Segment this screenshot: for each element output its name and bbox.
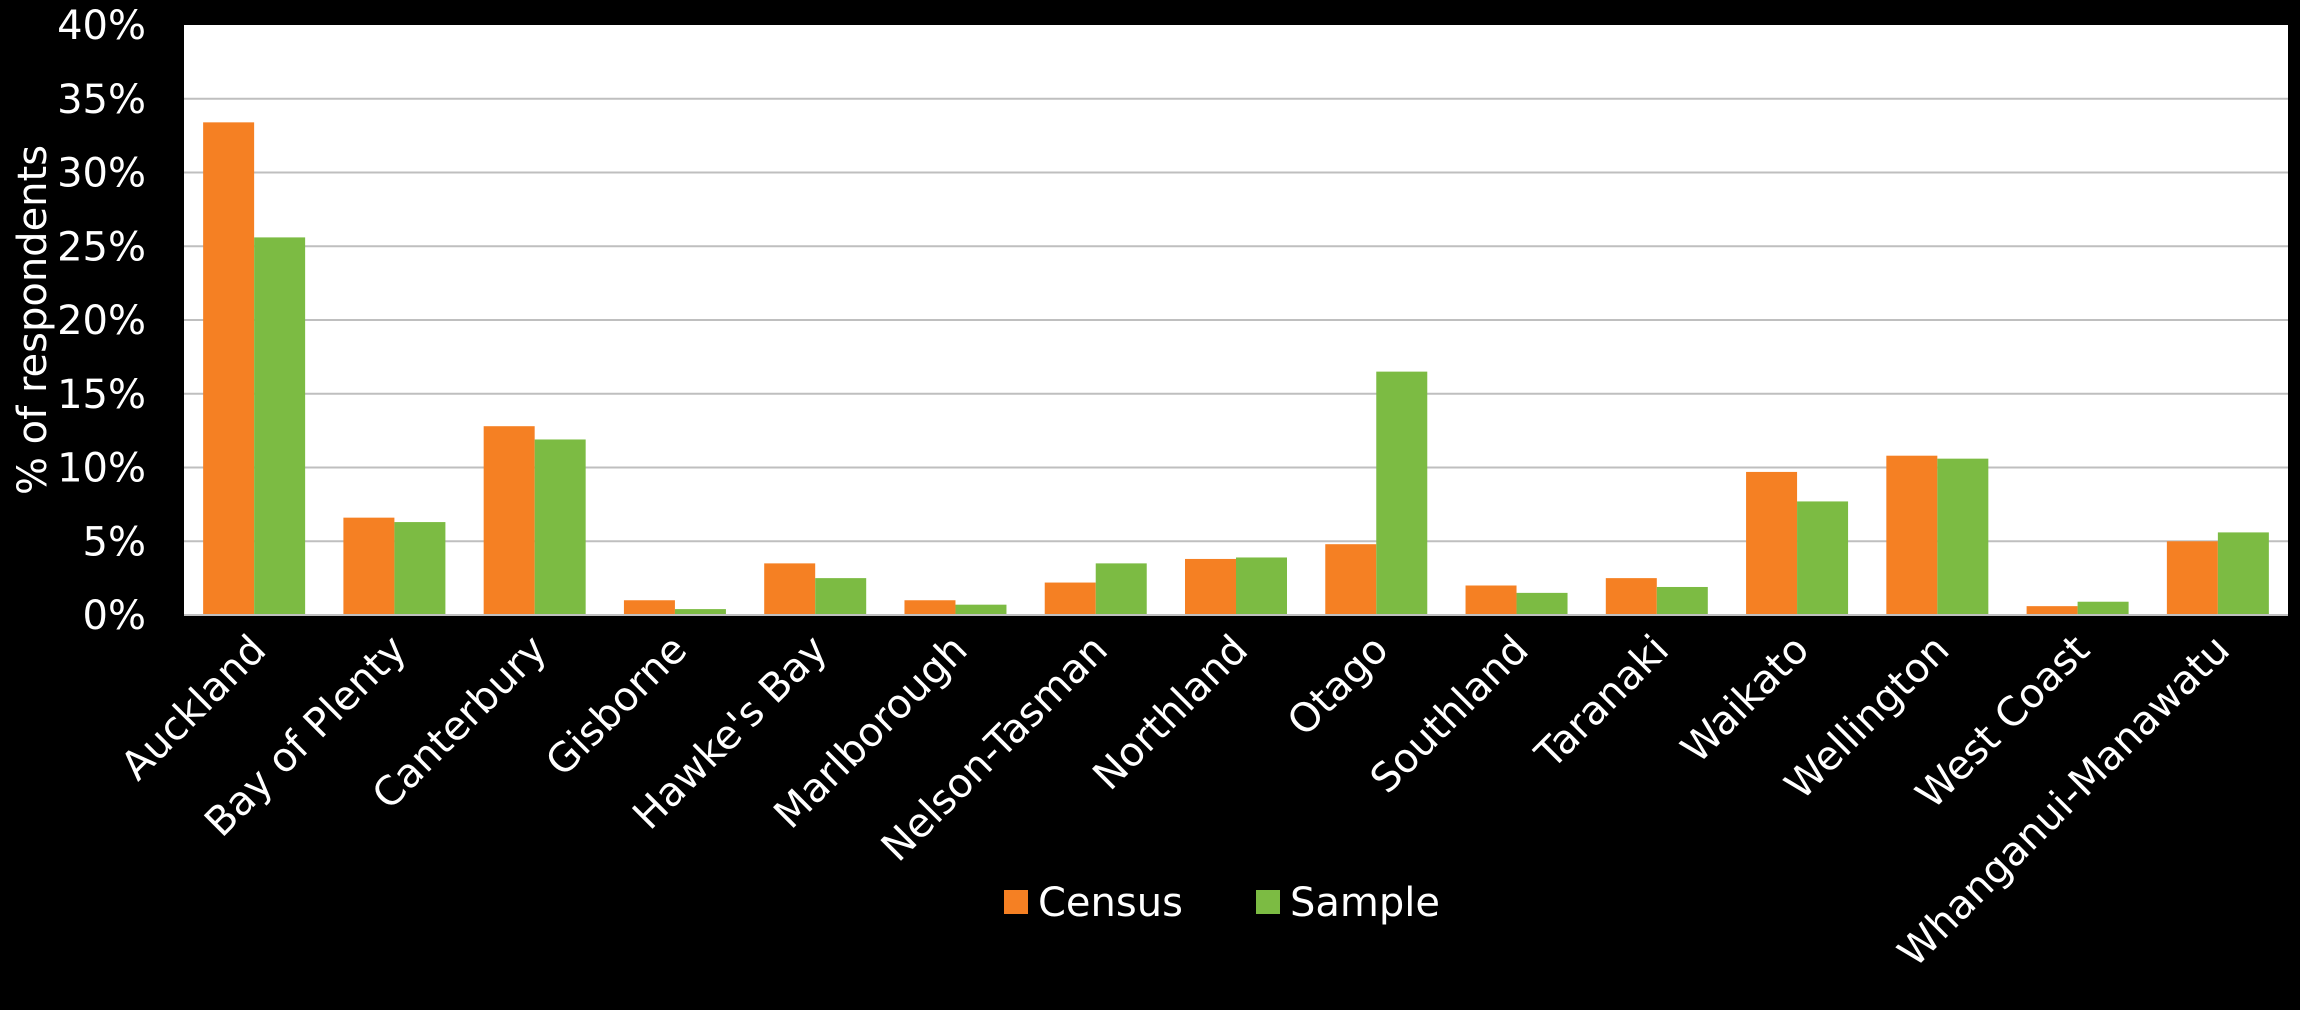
bar-census [2166,541,2218,615]
bar-sample [2217,532,2269,615]
bar-sample [1937,458,1989,615]
bar-census [2026,606,2078,615]
y-tick-label: 35% [57,77,146,123]
y-tick-label: 30% [57,151,146,197]
bar-census [1185,558,1236,615]
bar-census [904,600,956,615]
bar-census [1886,455,1938,615]
bar-sample [254,237,306,615]
y-tick-label: 0% [83,593,146,639]
bar-census [1605,578,1657,615]
bar-census [1746,471,1798,615]
bar-census [1044,582,1096,615]
bar-census [1325,544,1377,615]
bar-sample [1236,557,1287,615]
legend-label-census: Census [1038,880,1183,926]
y-tick-label: 40% [57,3,146,49]
bar-sample [1797,501,1849,615]
y-tick-label: 20% [57,298,146,344]
y-tick-label: 15% [57,372,146,418]
bar-sample [955,604,1007,615]
bar-sample [1656,586,1708,615]
bar-census [764,563,816,615]
legend-swatch-sample [1256,890,1280,914]
bar-census [343,517,395,615]
bar-census [1465,585,1517,615]
legend-label-sample: Sample [1290,880,1440,926]
legend: Census Sample [1004,880,1440,926]
y-tick-label: 25% [57,224,146,270]
bar-sample [394,522,446,615]
bar-sample [815,578,867,615]
bar-census [483,426,535,615]
bar-sample [1376,371,1428,615]
bar-census [623,600,675,615]
y-tick-label: 5% [83,519,146,565]
legend-swatch-census [1004,890,1028,914]
y-tick-label: 10% [57,446,146,492]
bar-sample [534,439,586,615]
bar-sample [2077,601,2129,615]
bar-census [203,122,255,615]
y-axis-label: % of respondents [10,145,56,495]
y-axis-tick-labels: 0% 5% 10% 15% 20% 25% 30% 35% 40% [57,3,146,639]
bars [184,122,2288,616]
bar-sample [1095,563,1147,615]
bar-sample [674,609,726,615]
bar-sample [1516,592,1568,615]
